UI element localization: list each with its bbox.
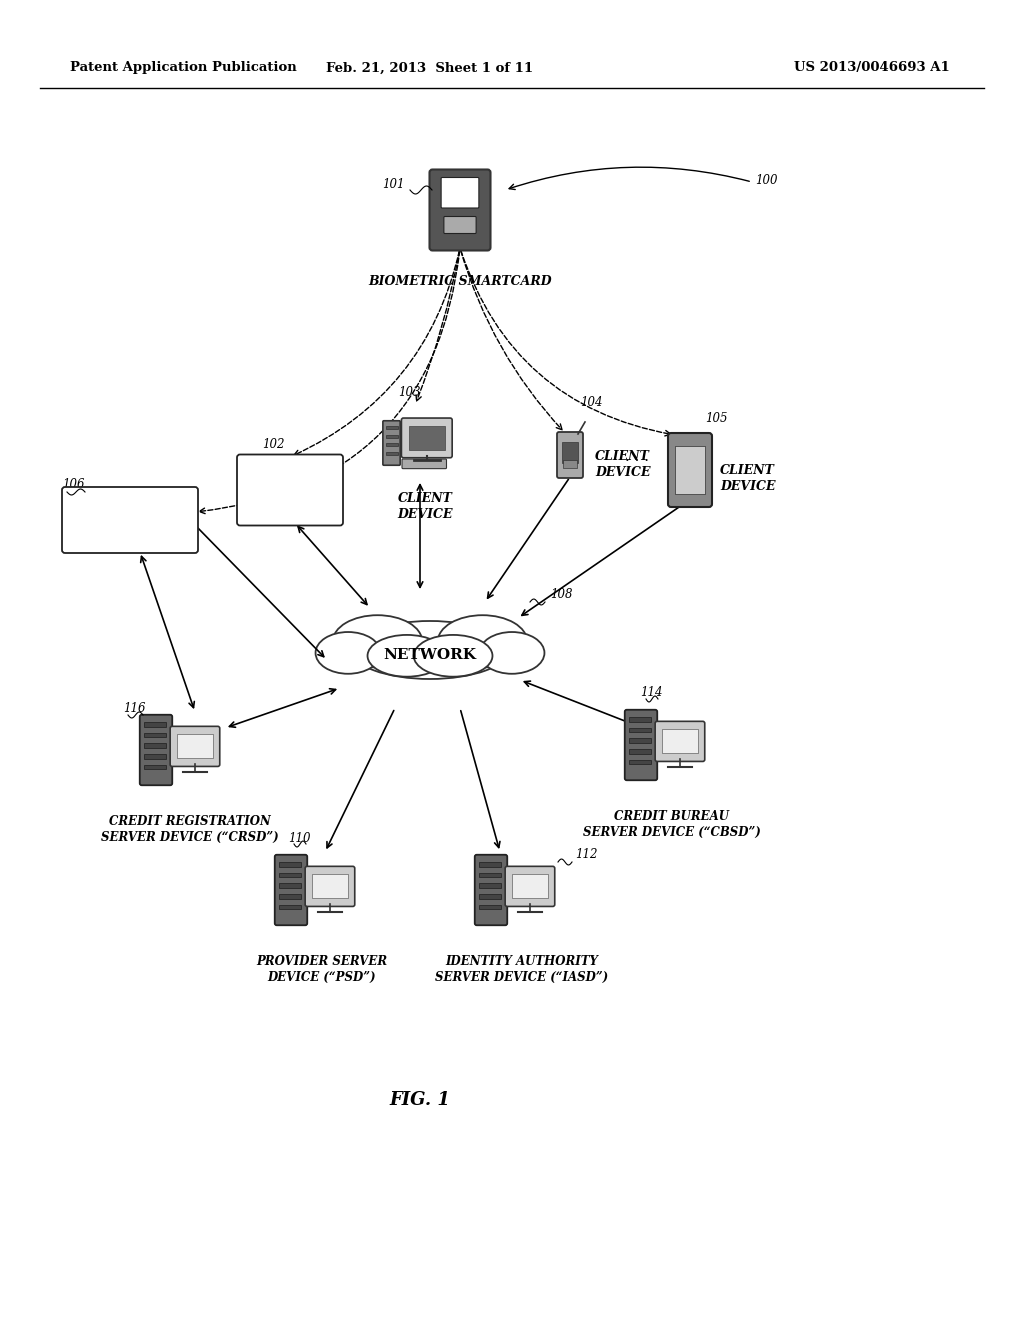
Text: 100: 100	[755, 173, 777, 186]
Bar	[279, 883, 301, 888]
Text: 116: 116	[123, 701, 145, 714]
Text: US 2013/0046693 A1: US 2013/0046693 A1	[795, 62, 950, 74]
Bar	[312, 874, 348, 898]
Text: 108: 108	[550, 589, 572, 602]
Bar	[279, 862, 301, 867]
FancyBboxPatch shape	[305, 866, 354, 907]
Text: Patent Application Publication: Patent Application Publication	[70, 62, 297, 74]
Bar	[143, 764, 167, 770]
Text: NETWORK: NETWORK	[384, 648, 476, 663]
Bar	[143, 733, 167, 738]
Text: CLIENT
DEVICE: CLIENT DEVICE	[720, 463, 775, 492]
Bar	[675, 446, 705, 495]
Ellipse shape	[438, 615, 527, 668]
Ellipse shape	[315, 632, 381, 673]
FancyBboxPatch shape	[443, 216, 476, 234]
FancyBboxPatch shape	[429, 169, 490, 251]
Text: 105: 105	[705, 412, 727, 425]
Text: FIG. 1: FIG. 1	[389, 1092, 451, 1109]
Bar	[629, 738, 651, 743]
FancyBboxPatch shape	[441, 177, 479, 209]
Ellipse shape	[414, 635, 493, 677]
Text: 106: 106	[62, 479, 85, 491]
Bar	[177, 734, 213, 758]
Bar	[143, 743, 167, 748]
Text: 103: 103	[398, 385, 421, 399]
Text: 104: 104	[580, 396, 602, 409]
Bar	[143, 722, 167, 727]
FancyBboxPatch shape	[62, 487, 198, 553]
Text: BIOMETRIC SMARTCARD: BIOMETRIC SMARTCARD	[369, 275, 552, 288]
FancyBboxPatch shape	[170, 726, 220, 767]
Bar	[478, 862, 502, 867]
Text: CLIENT
DEVICE: CLIENT DEVICE	[397, 492, 453, 521]
FancyBboxPatch shape	[655, 721, 705, 762]
Text: . . .: . . .	[625, 450, 649, 465]
Text: ATM
DEVICE: ATM DEVICE	[262, 470, 317, 499]
FancyBboxPatch shape	[401, 418, 453, 458]
Bar	[629, 727, 651, 733]
Ellipse shape	[479, 632, 545, 673]
Bar	[629, 717, 651, 722]
FancyBboxPatch shape	[237, 454, 343, 525]
Bar	[409, 426, 445, 450]
Bar	[478, 873, 502, 878]
Text: IDENTITY AUTHORITY
SERVER DEVICE (“IASD”): IDENTITY AUTHORITY SERVER DEVICE (“IASD”…	[435, 954, 608, 983]
Bar	[629, 748, 651, 754]
Bar	[663, 730, 697, 752]
Ellipse shape	[333, 615, 422, 668]
Bar	[279, 873, 301, 878]
Text: CLIENT
DEVICE: CLIENT DEVICE	[595, 450, 650, 479]
FancyBboxPatch shape	[668, 433, 712, 507]
Text: 114: 114	[640, 686, 663, 700]
Text: 102: 102	[262, 438, 285, 451]
Bar	[386, 451, 397, 455]
FancyBboxPatch shape	[505, 866, 555, 907]
Bar	[563, 461, 578, 469]
Bar	[478, 883, 502, 888]
Text: Feb. 21, 2013  Sheet 1 of 11: Feb. 21, 2013 Sheet 1 of 11	[327, 62, 534, 74]
FancyBboxPatch shape	[139, 714, 172, 785]
FancyBboxPatch shape	[557, 432, 583, 478]
Text: 112: 112	[575, 849, 597, 862]
Bar	[386, 434, 397, 438]
FancyBboxPatch shape	[625, 710, 657, 780]
Bar	[478, 894, 502, 899]
FancyBboxPatch shape	[383, 421, 400, 465]
Bar	[562, 442, 578, 463]
Bar	[386, 444, 397, 446]
Ellipse shape	[368, 635, 446, 677]
Text: CREDIT REGISTRATION
SERVER DEVICE (“CRSD”): CREDIT REGISTRATION SERVER DEVICE (“CRSD…	[101, 814, 279, 843]
Text: PROVIDER SERVER
DEVICE (“PSD”): PROVIDER SERVER DEVICE (“PSD”)	[256, 954, 387, 983]
Bar	[143, 754, 167, 759]
Bar	[478, 904, 502, 909]
Bar	[279, 904, 301, 909]
Text: CREDIT BUREAU
SERVER DEVICE (“CBSD”): CREDIT BUREAU SERVER DEVICE (“CBSD”)	[583, 810, 761, 840]
Bar	[279, 894, 301, 899]
Text: TELEPHONE/FAX
DEVICE: TELEPHONE/FAX DEVICE	[69, 503, 191, 532]
FancyBboxPatch shape	[475, 855, 507, 925]
Bar	[512, 874, 548, 898]
FancyBboxPatch shape	[274, 855, 307, 925]
Ellipse shape	[351, 620, 509, 678]
Text: 101: 101	[383, 178, 406, 191]
FancyBboxPatch shape	[402, 459, 446, 469]
Text: 110: 110	[288, 832, 310, 845]
Bar	[386, 426, 397, 429]
Bar	[629, 759, 651, 764]
